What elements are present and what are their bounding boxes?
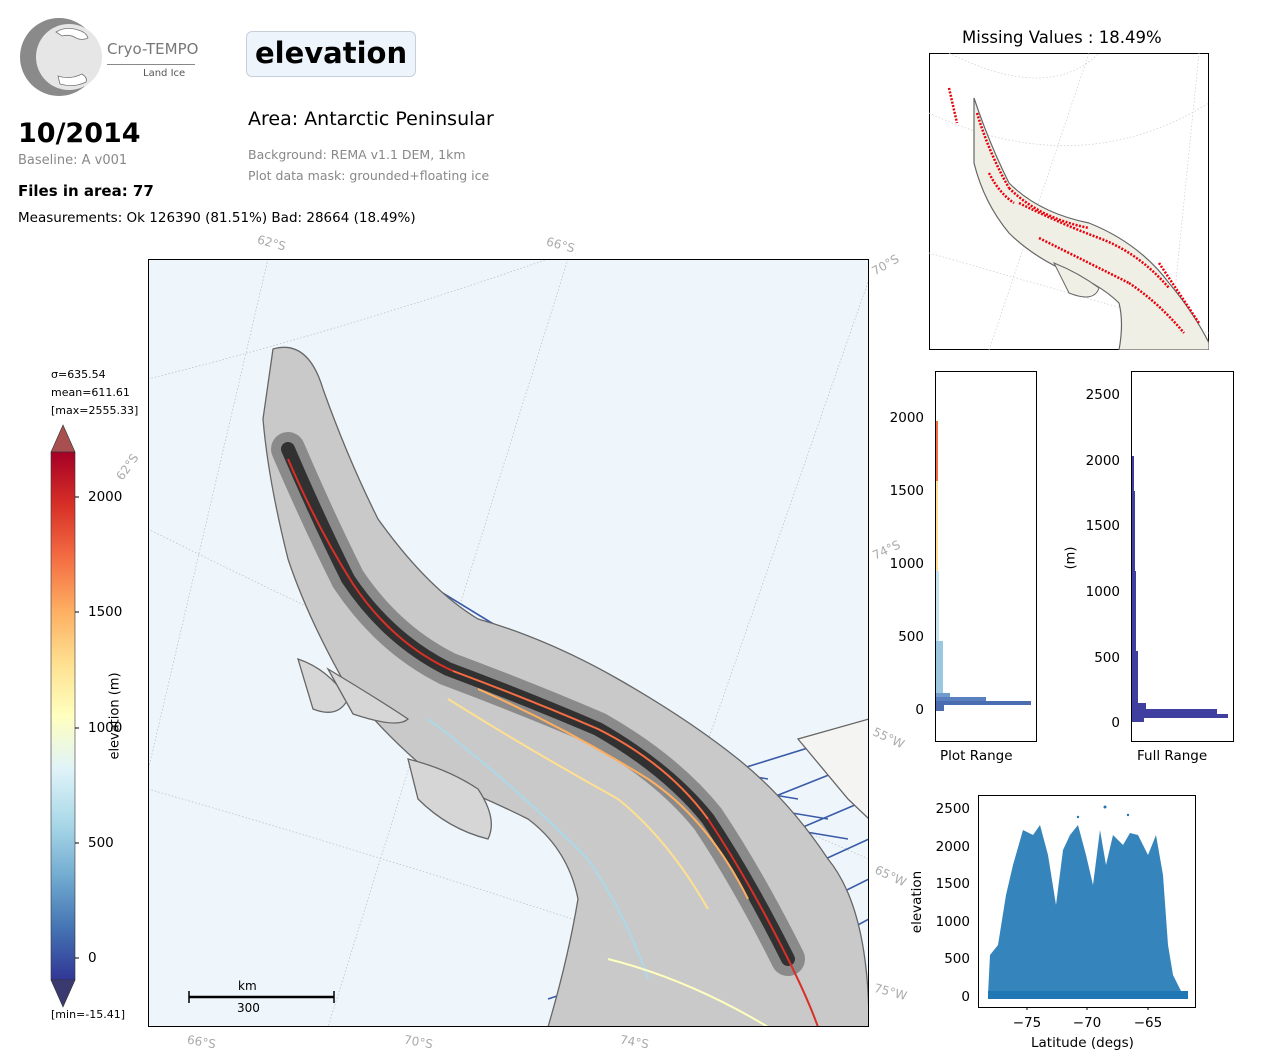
- hist-plot-tick: 2000: [889, 410, 924, 426]
- hist-plot-label: Plot Range: [940, 748, 1013, 764]
- hist-full-ylabel: (m): [1063, 546, 1079, 570]
- hist-full-tick: 1000: [1085, 584, 1120, 600]
- graticule-label: 75°W: [872, 980, 909, 1004]
- scale-bar: [188, 991, 335, 1003]
- graticule-label: 62°S: [113, 451, 142, 483]
- scatter-ytick: 500: [944, 951, 970, 967]
- files-count: Files in area: 77: [18, 182, 154, 200]
- colorbar-tick: 0: [88, 950, 97, 966]
- colorbar: [50, 424, 79, 1008]
- hist-full-bars: [1132, 456, 1228, 722]
- logo-divider: [107, 64, 195, 65]
- main-map: [148, 259, 869, 1027]
- scatter-xlabel: Latitude (degs): [1031, 1035, 1134, 1051]
- date-title: 10/2014: [18, 118, 141, 149]
- stat-mean: mean=611.61: [51, 386, 130, 399]
- scatter-plot: [978, 795, 1196, 1010]
- inset-title: Missing Values : 18.49%: [962, 28, 1162, 47]
- colorbar-min-extend: [50, 979, 76, 1008]
- colorbar-tick: 1000: [88, 720, 123, 736]
- colorbar-max-extend: [50, 424, 76, 453]
- scatter-ytick: 1000: [935, 914, 970, 930]
- missing-points: [947, 87, 1201, 334]
- hist-full-range: [1131, 371, 1234, 742]
- baseline-text: Baseline: A v001: [18, 153, 128, 168]
- colorbar-stats: σ=635.54 mean=611.61 [max=2555.33]: [51, 366, 138, 420]
- colorbar-label: elevation (m): [107, 672, 123, 760]
- graticule-label: 62°S: [255, 232, 288, 254]
- cryo-tempo-logo: [20, 18, 102, 96]
- hist-full-tick: 0: [1111, 715, 1120, 731]
- scatter-xtick: −65: [1133, 1015, 1163, 1031]
- hist-plot-tick: 500: [898, 629, 924, 645]
- colorbar-tick: 500: [88, 835, 114, 851]
- colorbar-tick: 2000: [88, 489, 123, 505]
- hist-full-label: Full Range: [1137, 748, 1208, 764]
- stat-max: [max=2555.33]: [51, 404, 139, 417]
- inset-map: [929, 53, 1209, 350]
- hist-full-tick: 500: [1094, 650, 1120, 666]
- hist-plot-tick: 1500: [889, 483, 924, 499]
- scale-value: 300: [237, 1001, 260, 1015]
- scatter-xtick: −75: [1012, 1015, 1042, 1031]
- variable-badge: [246, 31, 416, 77]
- area-title: Area: Antarctic Peninsular: [248, 108, 494, 130]
- scatter-ylabel: elevation: [909, 870, 925, 934]
- hist-plot-bars: [936, 421, 1031, 711]
- colorbar-tick: 1500: [88, 604, 123, 620]
- measurements-summary: Measurements: Ok 126390 (81.51%) Bad: 28…: [18, 210, 416, 226]
- scatter-ytick: 2500: [935, 801, 970, 817]
- graticule-label: 70°S: [403, 1032, 434, 1052]
- hist-plot-tick: 0: [915, 702, 924, 718]
- hist-full-tick: 2500: [1085, 387, 1120, 403]
- main-map-frame: [148, 259, 869, 1027]
- hist-full-tick: 1500: [1085, 518, 1120, 534]
- graticule-label: 70°S: [869, 251, 902, 279]
- colorbar-min: [min=-15.41]: [51, 1008, 126, 1021]
- scatter-points: [988, 805, 1188, 999]
- scatter-ytick: 1500: [935, 876, 970, 892]
- graticule-label: 66°S: [186, 1032, 217, 1052]
- graticule-label: 55°W: [870, 724, 907, 752]
- elevation-tracks: [287, 458, 819, 1027]
- logo-subtitle: Land Ice: [143, 68, 186, 79]
- scale-unit: km: [238, 979, 257, 993]
- graticule-label: 65°W: [872, 862, 909, 890]
- mask-note: Plot data mask: grounded+floating ice: [248, 168, 490, 183]
- background-note: Background: REMA v1.1 DEM, 1km: [248, 147, 466, 162]
- variable-name: elevation: [255, 36, 408, 70]
- scatter-ytick: 2000: [935, 839, 970, 855]
- hist-plot-tick: 1000: [889, 556, 924, 572]
- logo-title: Cryo-TEMPO: [107, 40, 199, 58]
- scatter-ytick: 0: [961, 989, 970, 1005]
- hist-full-tick: 2000: [1085, 453, 1120, 469]
- graticule-label: 66°S: [544, 234, 577, 256]
- scatter-xtick: −70: [1072, 1015, 1102, 1031]
- stat-sigma: σ=635.54: [51, 368, 106, 381]
- hist-plot-range: [935, 371, 1037, 742]
- graticule-label: 74°S: [619, 1032, 650, 1052]
